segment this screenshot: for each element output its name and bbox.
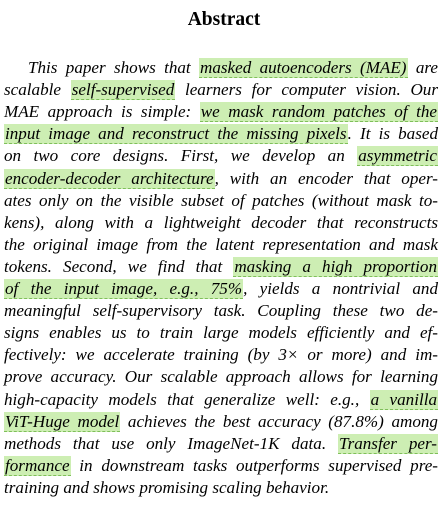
abstract-line: MAE approach is simple: we mask random p… [4, 101, 438, 123]
abstract-text: learners for computer vision. Our [175, 80, 439, 100]
abstract-line: formance in downstream tasks outperforms… [4, 455, 438, 477]
abstract-line: the original image from the latent repre… [4, 234, 438, 256]
abstract-text: This paper shows that [28, 58, 199, 77]
abstract-text: the original image from the latent repre… [4, 234, 438, 254]
abstract-heading: Abstract [187, 9, 261, 30]
abstract-line: kens), along with a lightweight decoder … [4, 212, 438, 234]
highlighted-phrase: input image and reconstruct the missing … [4, 124, 348, 145]
abstract-text: training and shows promising scaling beh… [4, 477, 330, 497]
abstract-line: input image and reconstruct the missing … [4, 123, 438, 145]
abstract-line: training and shows promising scaling beh… [4, 477, 438, 499]
abstract-text: . It is based [347, 124, 438, 144]
highlighted-phrase: Transfer per- [338, 433, 438, 454]
abstract-text: on two core designs. First, we develop a… [4, 146, 358, 166]
abstract-text: high-capacity models that generalize wel… [4, 389, 370, 409]
highlighted-phrase: we mask random patches of the [199, 102, 438, 123]
abstract-line: ViT-Huge model achieves the best accurac… [4, 411, 438, 433]
abstract-line: of the input image, e.g., 75%, yields a … [4, 278, 438, 300]
abstract-line: signs enables us to train large models e… [4, 322, 438, 344]
abstract-line: This paper shows that masked autoencoder… [4, 57, 438, 79]
highlighted-phrase: asymmetric [357, 146, 438, 167]
abstract-text: kens), along with a lightweight decoder … [4, 212, 438, 232]
highlighted-phrase: formance [4, 455, 71, 476]
abstract-text: methods that use only ImageNet-1K data. [4, 433, 338, 453]
abstract-line: encoder-decoder architecture, with an en… [4, 168, 438, 190]
abstract-line: fectively: we accelerate training (by 3×… [4, 344, 438, 366]
abstract-text: , yields a nontrivial and [243, 279, 438, 298]
highlighted-phrase: encoder-decoder architecture [4, 168, 215, 189]
abstract-text: MAE approach is simple: [4, 102, 200, 122]
abstract-text: , with an encoder that oper- [214, 168, 438, 188]
abstract-line: ates only on the visible subset of patch… [4, 190, 438, 212]
abstract-text: prove accuracy. Our scalable approach al… [4, 367, 438, 387]
highlighted-phrase: masking a high proportion [233, 256, 439, 277]
abstract-line: scalable self-supervised learners for co… [4, 79, 438, 101]
abstract-line: prove accuracy. Our scalable approach al… [4, 366, 438, 388]
abstract-line: meaningful self-supervisory task. Coupli… [4, 300, 438, 322]
abstract-text: meaningful self-supervisory task. Coupli… [4, 301, 438, 321]
abstract-text: ates only on the visible subset of patch… [4, 190, 438, 210]
highlighted-phrase: masked autoencoders (MAE) [199, 58, 408, 78]
highlighted-phrase: of the input image, e.g., 75% [4, 279, 244, 299]
abstract-text: tokens. Second, we find that [4, 256, 234, 276]
abstract-line: tokens. Second, we find that masking a h… [4, 256, 439, 278]
abstract-text: signs enables us to train large models e… [4, 323, 438, 343]
abstract-text: scalable [4, 80, 71, 100]
highlighted-phrase: ViT-Huge model [4, 411, 121, 432]
highlighted-phrase: a vanilla [369, 389, 439, 410]
highlighted-phrase: self-supervised [70, 80, 176, 101]
abstract-text: achieves the best accuracy (87.8%) among [120, 411, 438, 431]
abstract-text: fectively: we accelerate training (by 3×… [4, 345, 438, 365]
abstract-line: methods that use only ImageNet-1K data. … [4, 433, 438, 455]
abstract-line: on two core designs. First, we develop a… [4, 145, 438, 167]
abstract-line: high-capacity models that generalize wel… [4, 389, 439, 411]
abstract-text: in downstream tasks outperforms supervis… [70, 455, 438, 475]
abstract-text: are [407, 58, 438, 77]
